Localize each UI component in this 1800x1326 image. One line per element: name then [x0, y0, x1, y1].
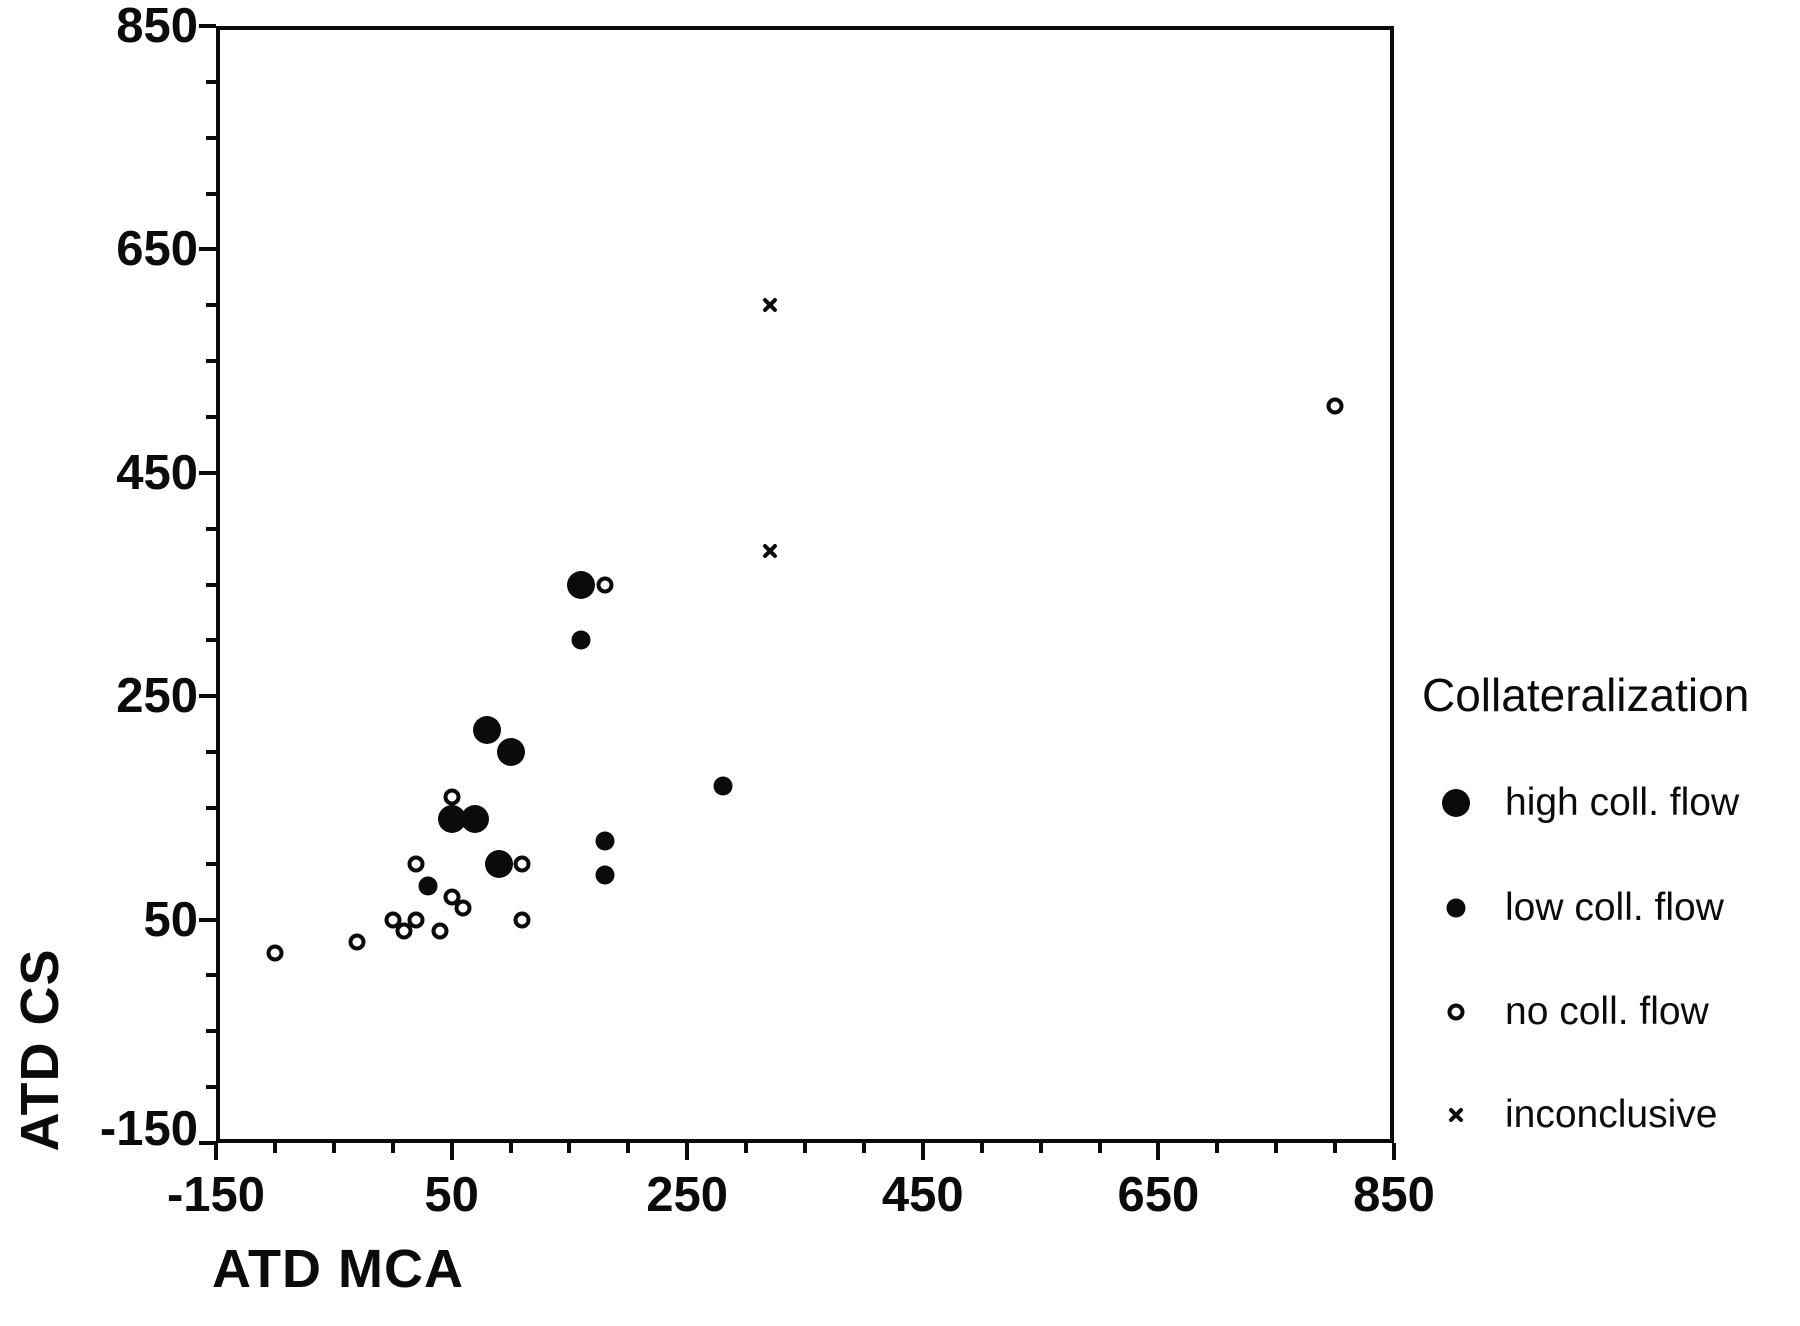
point-no-coll-flow	[407, 911, 425, 929]
y-axis-minor-tick	[206, 80, 216, 84]
x-axis-tick-label: 50	[424, 1168, 479, 1222]
x-axis-minor-tick	[567, 1143, 571, 1153]
y-axis-tick-label: 850	[116, 0, 198, 53]
x-axis-title: ATD MCA	[212, 1239, 464, 1299]
point-no-coll-flow	[1326, 397, 1344, 415]
point-no-coll-flow	[395, 922, 413, 940]
point-high-coll-flow	[496, 738, 525, 767]
legend-marker-low	[1446, 898, 1466, 918]
y-axis-minor-tick	[206, 192, 216, 196]
x-axis-minor-tick	[980, 1143, 984, 1153]
y-axis-tick-label: 250	[116, 669, 198, 724]
point-low-coll-flow	[595, 865, 615, 885]
y-axis-minor-tick	[206, 303, 216, 307]
y-axis-minor-tick	[206, 415, 216, 419]
point-no-coll-flow	[407, 855, 425, 873]
point-no-coll-flow	[384, 911, 402, 929]
x-axis-major-tick	[450, 1143, 454, 1160]
legend-label-x: inconclusive	[1505, 1093, 1718, 1136]
x-axis-tick-label: -150	[166, 1168, 266, 1222]
point-high-coll-flow	[472, 715, 501, 744]
y-axis-tick-label: 450	[116, 445, 198, 500]
point-inconclusive	[761, 296, 779, 314]
x-axis-tick-label: 850	[1353, 1168, 1435, 1222]
point-no-coll-flow	[266, 944, 284, 962]
x-axis-major-tick	[214, 1143, 218, 1160]
y-axis-minor-tick	[206, 583, 216, 587]
y-axis-minor-tick	[206, 806, 216, 810]
point-no-coll-flow	[443, 888, 461, 906]
legend-marker-high	[1442, 789, 1470, 817]
y-axis-minor-tick	[206, 862, 216, 866]
point-no-coll-flow	[513, 855, 531, 873]
x-axis-minor-tick	[862, 1143, 866, 1153]
x-axis-minor-tick	[1039, 1143, 1043, 1153]
point-low-coll-flow	[595, 831, 615, 851]
point-no-coll-flow	[454, 899, 472, 917]
x-axis-minor-tick	[803, 1143, 807, 1153]
point-inconclusive	[761, 542, 779, 560]
y-axis-tick-label: -150	[99, 1102, 198, 1156]
y-axis-major-tick	[199, 694, 216, 698]
legend-label-high: high coll. flow	[1505, 781, 1740, 824]
x-axis-minor-tick	[626, 1143, 630, 1153]
x-axis-minor-tick	[1274, 1143, 1278, 1153]
y-axis-minor-tick	[206, 136, 216, 140]
y-axis-title: ATD CS	[10, 948, 70, 1152]
y-axis-minor-tick	[206, 638, 216, 642]
point-high-coll-flow	[437, 805, 466, 834]
legend-marker-x	[1447, 1106, 1465, 1124]
x-axis-major-tick	[1156, 1143, 1160, 1160]
y-axis-minor-tick	[206, 750, 216, 754]
x-axis-minor-tick	[1333, 1143, 1337, 1153]
x-axis-major-tick	[921, 1143, 925, 1160]
x-axis-tick-label: 250	[646, 1168, 729, 1222]
x-axis-minor-tick	[1215, 1143, 1219, 1153]
x-axis-major-tick	[1392, 1143, 1396, 1160]
y-axis-tick-label: 650	[116, 222, 198, 277]
point-no-coll-flow	[443, 788, 461, 806]
y-axis-major-tick	[199, 471, 216, 475]
plot-area	[216, 26, 1394, 1143]
legend-label-no: no coll. flow	[1505, 990, 1709, 1033]
y-axis-tick-label: 50	[143, 892, 198, 947]
point-low-coll-flow	[713, 776, 733, 796]
x-axis-minor-tick	[509, 1143, 513, 1153]
x-axis-minor-tick	[273, 1143, 277, 1153]
x-axis-tick-label: 650	[1117, 1168, 1200, 1222]
point-low-coll-flow	[571, 630, 591, 650]
point-no-coll-flow	[431, 922, 449, 940]
y-axis-major-tick	[199, 1141, 216, 1145]
x-axis-minor-tick	[332, 1143, 336, 1153]
point-low-coll-flow	[418, 876, 438, 896]
y-axis-minor-tick	[206, 527, 216, 531]
legend-title: Collateralization	[1422, 669, 1750, 721]
y-axis-major-tick	[199, 247, 216, 251]
x-axis-minor-tick	[744, 1143, 748, 1153]
x-axis-minor-tick	[391, 1143, 395, 1153]
y-axis-major-tick	[199, 918, 216, 922]
point-no-coll-flow	[513, 911, 531, 929]
x-axis-minor-tick	[1098, 1143, 1102, 1153]
point-high-coll-flow	[567, 570, 596, 599]
point-high-coll-flow	[461, 805, 490, 834]
y-axis-minor-tick	[206, 359, 216, 363]
point-no-coll-flow	[348, 933, 366, 951]
x-axis-tick-label: 450	[881, 1168, 964, 1222]
point-high-coll-flow	[484, 849, 513, 878]
y-axis-minor-tick	[206, 973, 216, 977]
x-axis-major-tick	[685, 1143, 689, 1160]
y-axis-minor-tick	[206, 1085, 216, 1089]
y-axis-minor-tick	[206, 1029, 216, 1033]
legend-marker-no	[1447, 1003, 1465, 1021]
legend-label-low: low coll. flow	[1505, 886, 1724, 929]
point-no-coll-flow	[596, 576, 614, 593]
y-axis-major-tick	[199, 24, 216, 28]
